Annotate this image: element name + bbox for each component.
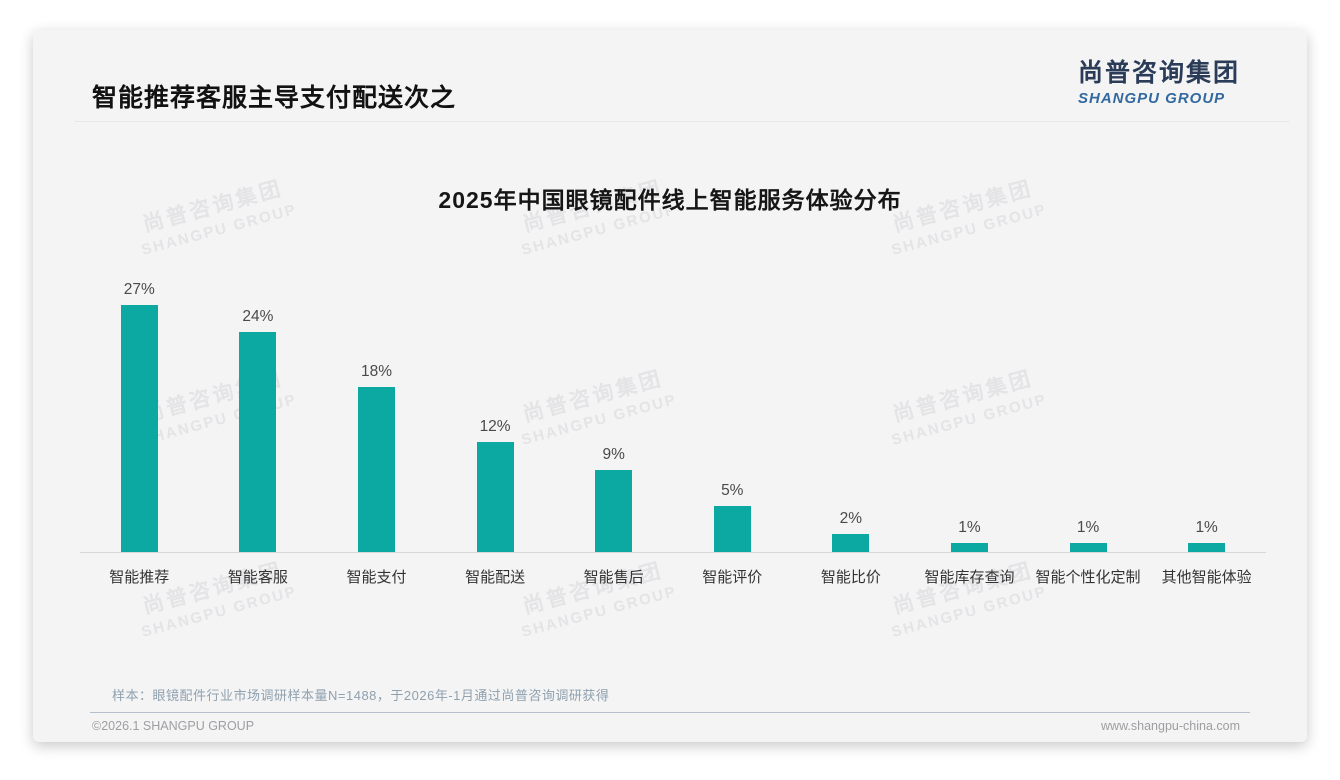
bar-value-label: 9% <box>602 446 625 463</box>
bar <box>357 387 395 552</box>
bar <box>713 506 751 552</box>
bar-value-label: 27% <box>123 281 155 298</box>
category-label: 智能评价 <box>702 569 763 586</box>
sample-note: 样本：眼镜配件行业市场调研样本量N=1488，于2026年-1月通过尚普咨询调研… <box>112 688 610 703</box>
bar-value-label: 5% <box>721 482 744 499</box>
page-title: 智能推荐客服主导支付配送次之 <box>92 84 457 112</box>
chart-title: 2025年中国眼镜配件线上智能服务体验分布 <box>438 187 902 213</box>
category-label: 智能支付 <box>346 569 407 586</box>
bar-value-label: 2% <box>839 510 863 527</box>
bar-column: 1% <box>910 272 1029 552</box>
bar <box>832 534 870 552</box>
x-axis-labels: 智能推荐 智能客服 智能支付 智能配送 智能售后 智能评价 智能比价 智能库存查询 智能个性化定… <box>80 553 1266 587</box>
footer-divider <box>90 712 1250 713</box>
bar-value-label: 1% <box>1195 519 1218 536</box>
bar-column: 12% <box>436 272 555 552</box>
bar-value-label: 12% <box>479 418 511 435</box>
category-label: 智能比价 <box>820 569 881 586</box>
bar-value-label: 1% <box>1076 519 1100 536</box>
bar-column: 1% <box>1029 272 1148 552</box>
category-label: 其他智能体验 <box>1161 569 1252 586</box>
footer: ©2026.1 SHANGPU GROUP www.shangpu-china.… <box>92 719 1240 733</box>
category-label: 智能客服 <box>227 569 288 586</box>
bar-value-label: 1% <box>958 519 981 536</box>
bar <box>1188 543 1226 552</box>
bar <box>476 442 514 552</box>
company-logo: 尚普咨询集团 SHANGPU GROUP <box>1078 53 1240 107</box>
plot-area: 27% 24% 18% 12% 9% 5% 2% 1% 1% 1% <box>80 272 1266 552</box>
bar-value-label: 24% <box>242 308 274 325</box>
bar-chart: 27% 24% 18% 12% 9% 5% 2% 1% 1% 1% 智能推荐 智能客服 智能支付 智能配… <box>80 272 1266 587</box>
bar <box>239 332 277 552</box>
bar-column: 27% <box>80 272 199 552</box>
bar <box>120 305 158 552</box>
bar <box>1069 543 1107 552</box>
category-label: 智能售后 <box>583 569 644 586</box>
bar-column: 5% <box>673 272 792 552</box>
bar-column: 24% <box>199 272 318 552</box>
bar-column: 9% <box>554 272 673 552</box>
category-label: 智能配送 <box>465 569 526 586</box>
category-label: 智能个性化定制 <box>1035 569 1141 586</box>
bar <box>595 470 633 552</box>
header-divider <box>75 121 1289 122</box>
logo-chinese-name: 尚普咨询集团 <box>1077 59 1240 87</box>
bar-column: 1% <box>1147 272 1266 552</box>
bar-value-label: 18% <box>360 363 392 380</box>
footer-website: www.shangpu-china.com <box>1101 719 1240 733</box>
bar <box>950 543 988 552</box>
footer-copyright: ©2026.1 SHANGPU GROUP <box>92 719 255 733</box>
category-label: 智能推荐 <box>109 569 170 586</box>
bar-column: 2% <box>792 272 911 552</box>
category-label: 智能库存查询 <box>924 569 1015 586</box>
logo-english-name: SHANGPU GROUP <box>1077 90 1226 107</box>
bar-column: 18% <box>317 272 436 552</box>
report-slide: 尚普咨询集团 SHANGPU GROUP 尚普咨询集团 SHANGPU GROUP 尚普… <box>33 30 1307 742</box>
x-axis <box>80 552 1266 553</box>
